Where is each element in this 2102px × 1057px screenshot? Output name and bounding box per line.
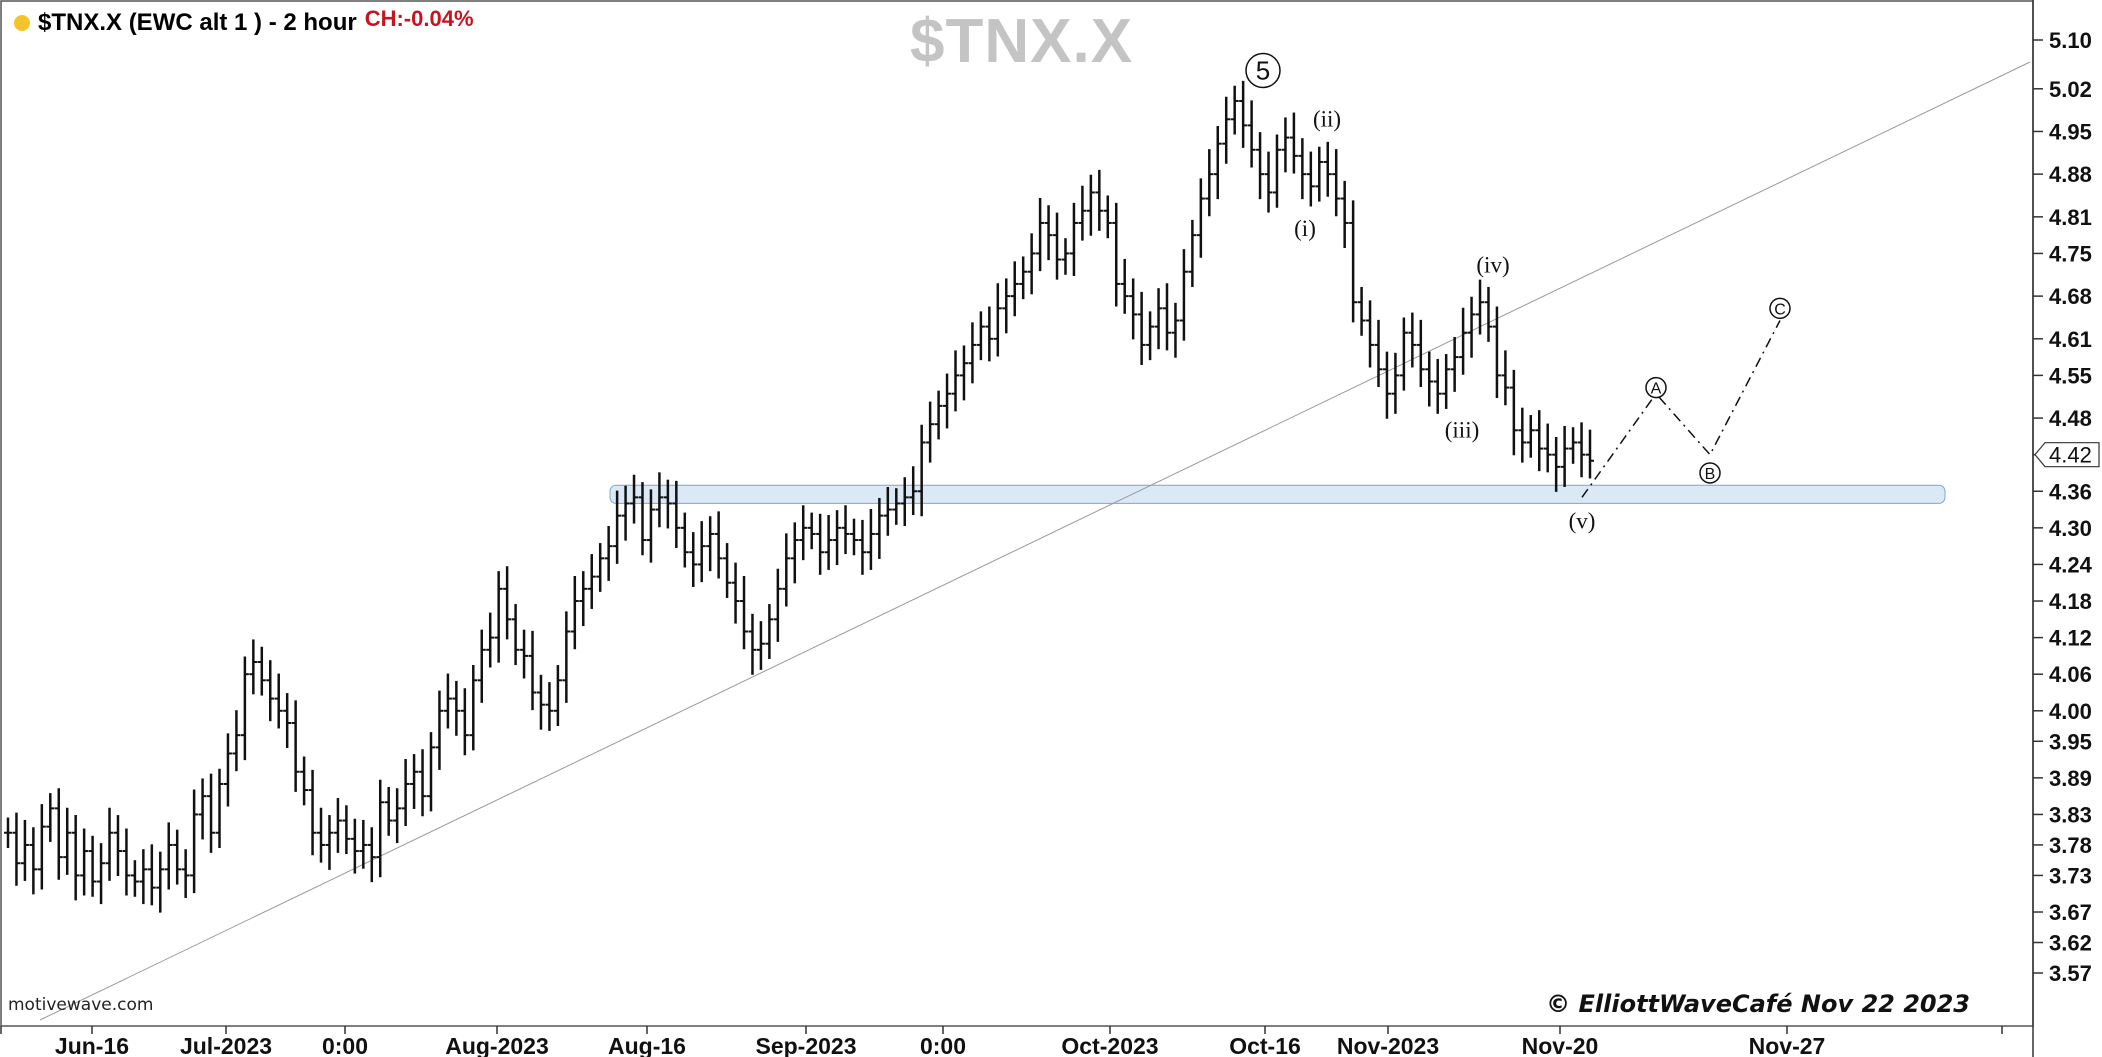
- chart-title: $TNX.X (EWC alt 1 ) - 2 hour: [38, 9, 357, 36]
- x-tick-label: Oct-2023: [1061, 1033, 1158, 1057]
- support-zone: [609, 484, 1946, 504]
- y-tick-label: 3.73: [2049, 863, 2092, 888]
- projection-line: [1581, 320, 1781, 498]
- wave-label: C: [1774, 301, 1786, 318]
- x-tick-label: Sep-2023: [755, 1033, 856, 1057]
- y-tick-label: 4.30: [2049, 516, 2092, 541]
- y-tick-label: 3.62: [2049, 931, 2092, 956]
- ohlc-bars: [4, 80, 1594, 913]
- y-tick-label: 4.12: [2049, 626, 2092, 651]
- y-tick-label: 4.88: [2049, 162, 2092, 187]
- wave-label: B: [1705, 466, 1716, 483]
- x-tick-label: Aug-16: [608, 1033, 686, 1057]
- x-tick-label: Nov-20: [1522, 1033, 1599, 1057]
- projection-path: [1581, 320, 1781, 498]
- wave-label: (i): [1294, 216, 1316, 241]
- wave-label: (v): [1569, 509, 1596, 534]
- x-tick-label: Nov-27: [1749, 1033, 1826, 1057]
- plot-border: [0, 0, 2034, 1027]
- current-price-marker: [2034, 442, 2100, 468]
- y-tick-label: 4.36: [2049, 479, 2092, 504]
- y-tick-label: 3.83: [2049, 802, 2092, 827]
- wave-label-circle: [1699, 462, 1721, 484]
- y-tick-label: 5.10: [2049, 28, 2092, 53]
- wave-label-circle: [1769, 297, 1791, 320]
- current-price-label: 4.42: [2049, 443, 2092, 468]
- x-tick-label: Aug-2023: [445, 1033, 549, 1057]
- y-axis: 5.10 5.02 4.95 4.88 4.81 4.75 4.68 4.61 4.55 4.48…: [2033, 28, 2100, 986]
- y-tick-label: 3.89: [2049, 766, 2092, 791]
- y-tick-label: 4.75: [2049, 241, 2092, 266]
- symbol-watermark: $TNX.X: [910, 7, 1134, 76]
- y-tick-label: 4.55: [2049, 363, 2092, 388]
- wave-label: 5: [1256, 55, 1270, 85]
- plot-frame: [0, 0, 2034, 1057]
- x-tick-label: Oct-16: [1229, 1033, 1301, 1057]
- x-tick-label: 0:00: [322, 1033, 368, 1057]
- y-tick-label: 4.61: [2049, 327, 2092, 352]
- y-tick-label: 4.81: [2049, 205, 2092, 230]
- y-tick-label: 4.95: [2049, 119, 2092, 144]
- wave-label-circle: [1645, 376, 1667, 399]
- source-label: motivewave.com: [8, 995, 154, 1015]
- y-tick-label: 3.95: [2049, 729, 2092, 754]
- wave-label: (iv): [1476, 253, 1509, 278]
- y-tick-label: 4.18: [2049, 589, 2092, 614]
- y-tick-label: 4.24: [2049, 552, 2093, 577]
- y-tick-label: 3.67: [2049, 900, 2092, 925]
- wave-label: A: [1651, 381, 1662, 398]
- wave-label: (ii): [1313, 106, 1341, 131]
- x-tick-label: 0:00: [920, 1033, 966, 1057]
- y-tick-label: 5.02: [2049, 77, 2092, 102]
- status-dot: [14, 15, 30, 31]
- x-axis: Jun-16 Jul-2023 0:00 Aug-2023 Aug-16 Sep-2023…: [0, 1026, 2003, 1057]
- y-tick-label: 3.78: [2049, 833, 2092, 858]
- y-tick-label: 4.68: [2049, 284, 2092, 309]
- y-tick-label: 4.06: [2049, 662, 2092, 687]
- x-tick-label: Jul-2023: [180, 1033, 272, 1057]
- copyright-label: © ElliottWaveCafé Nov 22 2023: [1546, 990, 1970, 1018]
- trendline: [39, 61, 2031, 1021]
- y-tick-label: 4.48: [2049, 406, 2092, 431]
- wave-label: (iii): [1445, 417, 1480, 442]
- chart-header: $TNX.X (EWC alt 1 ) - 2 hour CH:-0.04%: [14, 6, 474, 36]
- x-tick-label: Nov-2023: [1337, 1033, 1439, 1057]
- y-tick-label: 3.57: [2049, 961, 2092, 986]
- change-indicator: CH:-0.04%: [364, 6, 474, 31]
- y-tick-label: 4.00: [2049, 699, 2092, 724]
- wave-label-circle: [1245, 52, 1281, 89]
- x-tick-label: Jun-16: [55, 1033, 129, 1057]
- wave-labels: 5 (ii) (i) (iv) (iii) (v) A B C: [1245, 52, 1791, 534]
